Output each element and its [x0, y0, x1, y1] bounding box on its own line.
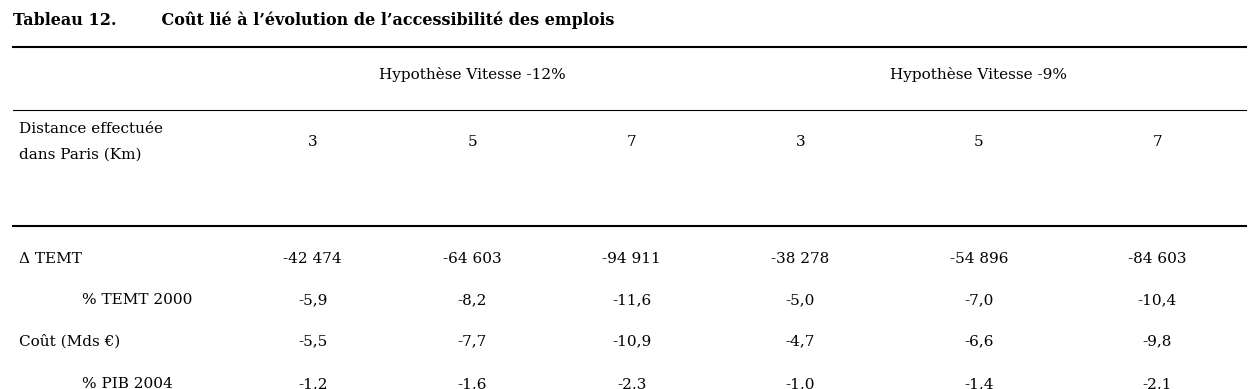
Text: -6,6: -6,6	[964, 334, 993, 348]
Text: Coût (Mds €): Coût (Mds €)	[19, 334, 120, 349]
Text: 5: 5	[467, 135, 477, 149]
Text: Hypothèse Vitesse -12%: Hypothèse Vitesse -12%	[379, 67, 565, 82]
Text: dans Paris (Km): dans Paris (Km)	[19, 148, 141, 162]
Text: -11,6: -11,6	[612, 293, 651, 307]
Text: -4,7: -4,7	[786, 334, 815, 348]
Text: -94 911: -94 911	[602, 252, 661, 266]
Text: -84 603: -84 603	[1128, 252, 1186, 266]
Text: 3: 3	[308, 135, 317, 149]
Text: -64 603: -64 603	[443, 252, 501, 266]
Text: -10,9: -10,9	[612, 334, 651, 348]
Text: -10,4: -10,4	[1138, 293, 1177, 307]
Text: -7,0: -7,0	[964, 293, 993, 307]
Text: -38 278: -38 278	[772, 252, 830, 266]
Text: -42 474: -42 474	[283, 252, 342, 266]
Text: -1,6: -1,6	[457, 377, 487, 389]
Text: -1,2: -1,2	[298, 377, 327, 389]
Text: -1,4: -1,4	[964, 377, 993, 389]
Text: -1,0: -1,0	[786, 377, 816, 389]
Text: -54 896: -54 896	[949, 252, 1008, 266]
Text: Tableau 12.        Coût lié à l’évolution de l’accessibilité des emplois: Tableau 12. Coût lié à l’évolution de l’…	[13, 11, 614, 29]
Text: 5: 5	[974, 135, 983, 149]
Text: -5,0: -5,0	[786, 293, 815, 307]
Text: -5,9: -5,9	[298, 293, 327, 307]
Text: -2,1: -2,1	[1142, 377, 1172, 389]
Text: -8,2: -8,2	[457, 293, 487, 307]
Text: -5,5: -5,5	[298, 334, 327, 348]
Text: 7: 7	[627, 135, 636, 149]
Text: -2,3: -2,3	[617, 377, 646, 389]
Text: Hypothèse Vitesse -9%: Hypothèse Vitesse -9%	[890, 67, 1068, 82]
Text: -7,7: -7,7	[457, 334, 487, 348]
Text: Distance effectuée: Distance effectuée	[19, 122, 162, 136]
Text: 7: 7	[1152, 135, 1162, 149]
Text: Δ TEMT: Δ TEMT	[19, 252, 82, 266]
Text: % PIB 2004: % PIB 2004	[82, 377, 172, 389]
Text: 3: 3	[796, 135, 806, 149]
Text: -9,8: -9,8	[1143, 334, 1172, 348]
Text: % TEMT 2000: % TEMT 2000	[82, 293, 193, 307]
